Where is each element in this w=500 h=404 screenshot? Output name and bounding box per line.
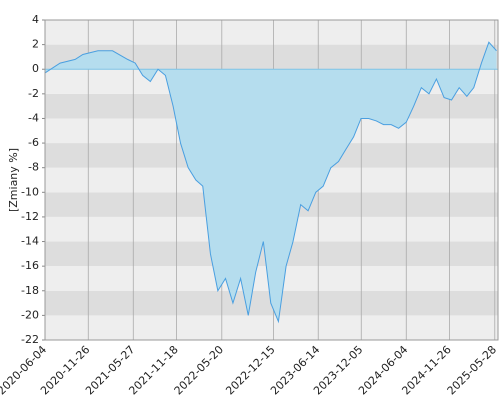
y-tick-label: -6 [28, 136, 39, 149]
grid-band [45, 20, 498, 45]
y-tick-label: -4 [28, 111, 39, 124]
y-tick-label: -12 [21, 210, 39, 223]
y-tick-label: -8 [28, 161, 39, 174]
y-tick-label: -10 [21, 185, 39, 198]
x-tick-label: 2022-05-20 [172, 343, 226, 397]
y-tick-label: -18 [21, 284, 39, 297]
y-tick-label: 0 [32, 62, 39, 75]
y-tick-label: 2 [32, 38, 39, 51]
plot-frame [44, 19, 499, 341]
y-tick-label: -22 [21, 333, 39, 346]
line [44, 41, 497, 324]
y-tick-label: 4 [32, 13, 39, 26]
x-tick-label: 2025-05-28 [445, 343, 499, 397]
y-tick-label: -16 [21, 259, 39, 272]
y-tick-label: -20 [21, 308, 39, 321]
y-tick-label: -2 [28, 87, 39, 100]
y-axis-label: [Zmiany %] [7, 148, 20, 212]
area-fill [45, 42, 497, 322]
y-tick-label: -14 [21, 235, 39, 248]
grid-band [45, 315, 498, 340]
